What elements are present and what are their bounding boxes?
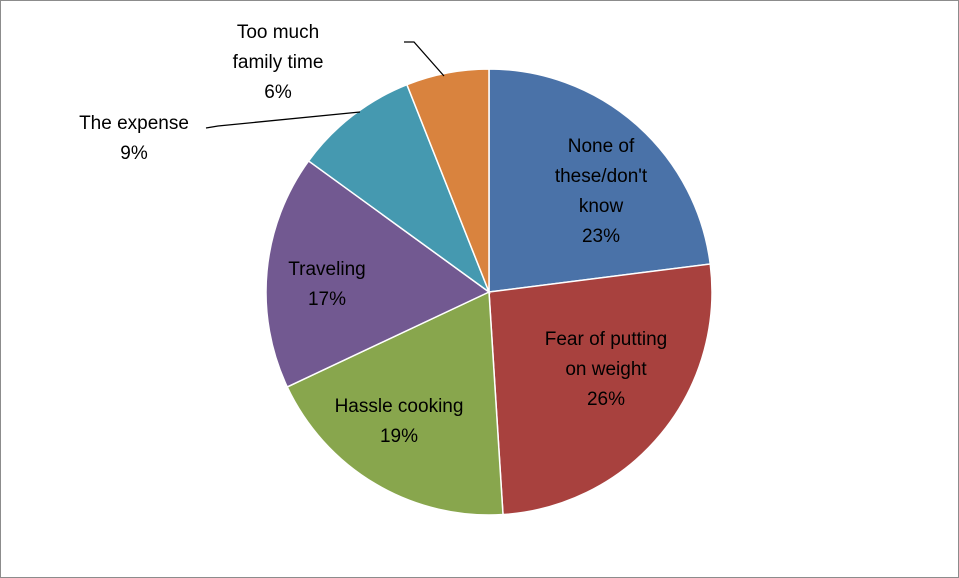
pie-label-line: None of xyxy=(568,136,635,157)
pie-label-family-time: Too much family time 6% xyxy=(233,22,324,103)
pie-label-line: these/don't xyxy=(555,166,648,187)
pie-label-percent: 6% xyxy=(264,82,292,103)
pie-label-line: Traveling xyxy=(288,259,365,280)
pie-label-line: The expense xyxy=(79,113,189,134)
leader-line-the-expense xyxy=(205,111,361,129)
pie-label-line: Fear of putting xyxy=(545,329,668,350)
pie-label-line: family time xyxy=(233,52,324,73)
pie-label-line: Too much xyxy=(237,22,319,43)
pie-label-percent: 17% xyxy=(308,289,346,310)
pie-label-fear-of-weight: Fear of putting on weight 26% xyxy=(545,329,668,410)
pie-label-line: on weight xyxy=(565,359,647,380)
pie-label-none-of-these: None of these/don't know 23% xyxy=(555,136,648,247)
pie-slice-hassle-cooking xyxy=(286,290,504,516)
pie-slice-traveling xyxy=(265,159,491,388)
pie-label-line: Hassle cooking xyxy=(335,396,464,417)
pie-slice-none-of-these xyxy=(488,68,712,293)
pie-slice-family-time xyxy=(405,68,490,293)
pie-label-percent: 23% xyxy=(582,226,620,247)
pie-label-hassle-cooking: Hassle cooking 19% xyxy=(335,396,464,447)
pie-label-percent: 19% xyxy=(380,426,418,447)
pie-label-line: know xyxy=(579,196,624,217)
pie-label-percent: 9% xyxy=(120,143,148,164)
pie-slice-fear-of-weight xyxy=(488,263,713,516)
pie-label-the-expense: The expense 9% xyxy=(79,113,189,164)
leader-line-family-time xyxy=(404,41,445,77)
pie-slice-the-expense xyxy=(307,83,491,295)
pie-label-percent: 26% xyxy=(587,389,625,410)
pie-label-traveling: Traveling 17% xyxy=(288,259,365,310)
